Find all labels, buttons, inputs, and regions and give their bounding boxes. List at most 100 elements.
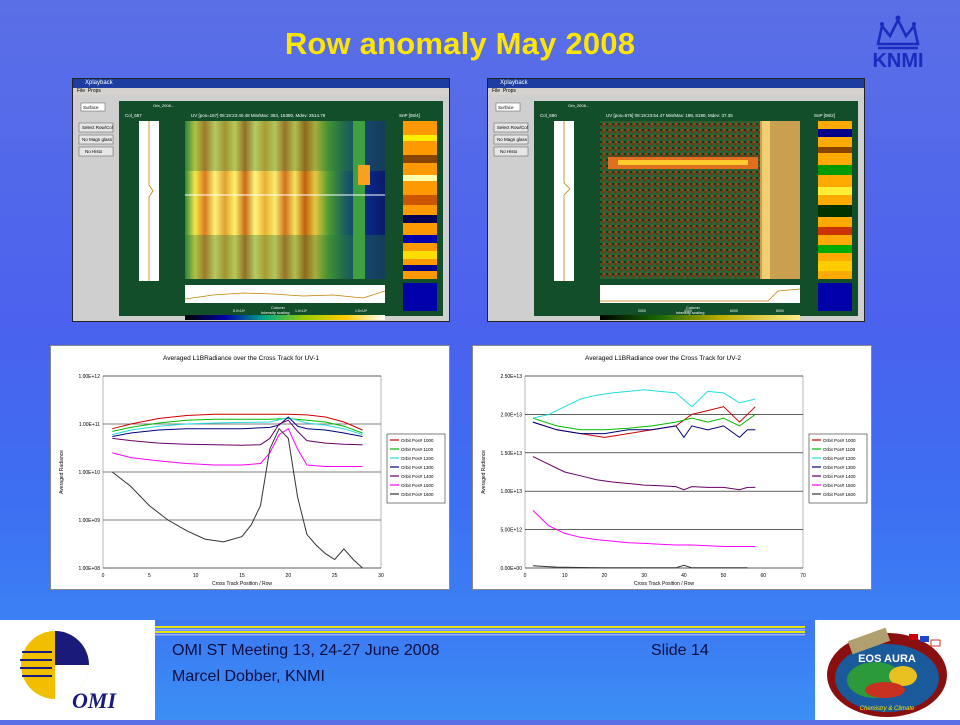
x-tick-label: 30 [641, 573, 647, 579]
y-tick-label: 1.50E+13 [500, 451, 522, 457]
no-histo-button[interactable] [78, 146, 114, 157]
footer-band [155, 620, 815, 720]
xplayback-window-uv1: Xplayback File Props [72, 78, 450, 322]
legend-entry-3: Orbit Pos# 1200 [401, 456, 434, 461]
x-tick-label: 0 [102, 573, 105, 579]
legend-entry-4: Orbit Pos# 1300 [401, 465, 434, 470]
series-line-7 [532, 564, 748, 569]
surface-select[interactable] [495, 102, 521, 112]
intensity-tick-2: 4000 [684, 309, 692, 313]
uv-status-line: UV [pos=576] 08:19:23:54.47 Min/Max: 198… [606, 113, 733, 118]
no-histo-label: No Histo [85, 149, 103, 154]
select-row-col-button[interactable] [78, 122, 114, 133]
knmi-logo-text: KNMI [872, 50, 924, 72]
x-tick-label: 20 [286, 573, 292, 579]
chart-title: Averaged L1BRadiance over the Cross Trac… [585, 355, 741, 362]
y-tick-label: 1.00E+10 [78, 470, 100, 476]
x-tick-label: 50 [721, 573, 727, 579]
x-tick-label: 10 [562, 573, 568, 579]
intensity-tick-4: 8000 [776, 309, 784, 313]
legend-entry-5: Orbit Pos# 1400 [823, 474, 856, 479]
y-axis-label: Averaged Radiance [59, 450, 65, 494]
menu-file[interactable]: File [492, 88, 501, 94]
x-tick-label: 60 [761, 573, 767, 579]
no-magn-glass-button[interactable] [78, 134, 114, 145]
legend-entry-7: Orbit Pos# 1600 [401, 492, 434, 497]
y-tick-label: 2.00E+13 [500, 412, 522, 418]
legend-entry-1: Orbit Pos# 1000 [401, 438, 434, 443]
chart-title: Averaged L1BRadiance over the Cross Trac… [163, 355, 319, 362]
omi-logo-icon: OMI [20, 631, 117, 713]
x-axis-label: Cross Track Position / Row [634, 581, 694, 587]
intensity-tick-2: 1.0×10⁵ [295, 309, 308, 313]
x-axis-label: Cross Track Position / Row [212, 581, 272, 587]
x-tick-label: 70 [800, 573, 806, 579]
no-magn-glass-button[interactable] [493, 134, 529, 145]
menu-props[interactable]: Props [87, 88, 101, 94]
series-line-7 [111, 427, 363, 569]
x-tick-label: 20 [602, 573, 608, 579]
series-line-6 [532, 510, 756, 547]
series-line-2 [112, 417, 363, 434]
no-magn-glass-label: No Magn glass [497, 137, 528, 142]
x-tick-label: 10 [193, 573, 199, 579]
legend-entry-6: Orbit Pos# 1500 [401, 483, 434, 488]
legend-box [808, 433, 868, 504]
menu-props[interactable]: Props [502, 88, 516, 94]
series-line-4 [532, 421, 756, 439]
spectral-image[interactable] [185, 121, 385, 279]
column-axis-label: Column [271, 305, 285, 310]
uv1-radiance-chart: Averaged L1BRadiance over the Cross Trac… [50, 345, 450, 590]
series-line-1 [112, 413, 363, 431]
legend-entry-2: Orbit Pos# 1100 [401, 447, 434, 452]
x-tick-label: 15 [239, 573, 245, 579]
intensity-tick-1: 2000 [638, 309, 646, 313]
window-menubar: File Props [488, 88, 864, 95]
crown-icon [876, 15, 920, 50]
surface-select-label: Surface [498, 105, 514, 110]
select-row-col-button[interactable] [493, 122, 529, 133]
xplayback-window-uv2: Xplayback File Props Surface Select Row/ [487, 78, 865, 322]
legend-entry-1: Orbit Pos# 1000 [823, 438, 856, 443]
legend-entry-4: Orbit Pos# 1300 [823, 465, 856, 470]
no-histo-label: No Histo [500, 149, 518, 154]
surface-select-label: Surface [83, 105, 99, 110]
y-tick-label: 1.00E+09 [78, 518, 100, 524]
y-tick-label: 5.00E+12 [500, 528, 522, 534]
col-label: Col_687 [125, 113, 142, 118]
eos-aura-text: EOS AURA [858, 653, 916, 665]
y-tick-label: 1.00E+08 [78, 566, 100, 572]
intensity-tick-3: 6000 [730, 309, 738, 313]
window-titlebar: Xplayback [488, 79, 864, 88]
menu-file[interactable]: File [77, 88, 86, 94]
header-line: Orb_2008... [568, 103, 589, 108]
snp-label: SnP [08/2] [814, 113, 835, 118]
y-tick-label: 1.00E+13 [500, 489, 522, 495]
footer-stripes [155, 626, 805, 636]
window-titlebar: Xplayback [73, 79, 449, 88]
spectral-image[interactable] [600, 121, 760, 279]
omi-logo-text: OMI [72, 688, 117, 713]
legend-entry-5: Orbit Pos# 1400 [401, 474, 434, 479]
legend-entry-2: Orbit Pos# 1100 [823, 447, 856, 452]
footer-meeting: OMI ST Meeting 13, 24-27 June 2008 [172, 642, 440, 659]
no-histo-button[interactable] [493, 146, 529, 157]
intensity-colorbar [185, 315, 385, 320]
series-line-6 [112, 427, 363, 467]
intensity-tick-3: 1.5×10⁵ [355, 309, 368, 313]
header-line: Orb_2008... [153, 103, 174, 108]
x-tick-label: 40 [681, 573, 687, 579]
footer-author: Marcel Dobber, KNMI [172, 668, 325, 685]
window-menubar: File Props [73, 88, 449, 95]
series-line-4 [112, 416, 363, 437]
x-tick-label: 5 [148, 573, 151, 579]
omi-logo-panel: OMI [0, 620, 155, 720]
select-row-col-label: Select Row/Col [82, 125, 113, 130]
series-line-3 [532, 389, 756, 419]
intensity-colorbar [600, 315, 800, 320]
surface-select[interactable] [80, 102, 106, 112]
x-tick-label: 25 [332, 573, 338, 579]
legend-entry-7: Orbit Pos# 1600 [823, 492, 856, 497]
series-line-2 [532, 413, 756, 431]
y-tick-label: 2.50E+13 [500, 374, 522, 380]
